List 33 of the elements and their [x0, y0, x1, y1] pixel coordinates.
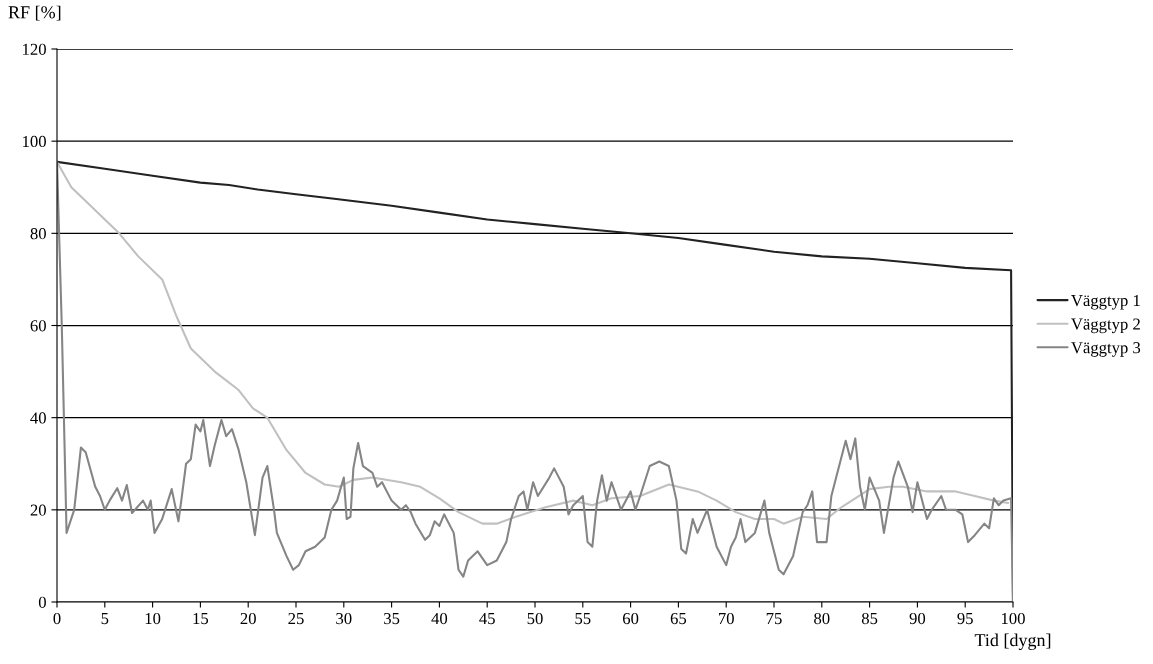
x-tick-label: 75 — [766, 613, 782, 625]
x-tick-label: 30 — [336, 612, 352, 625]
x-tick-label: 70 — [718, 612, 734, 625]
x-tick-label: 50 — [527, 612, 543, 625]
y-tick-label: 0 — [38, 596, 46, 608]
legend-label: Väggtyp 3 — [1071, 342, 1141, 357]
x-tick-label: 15 — [193, 612, 209, 625]
x-tick-label: 35 — [384, 612, 400, 625]
y-tick-label: 20 — [30, 504, 46, 516]
x-tick-label: 90 — [909, 612, 926, 625]
x-tick-label: 25 — [288, 612, 304, 625]
x-tick-label: 5 — [101, 613, 109, 625]
x-tick-label: 55 — [575, 613, 591, 625]
legend-label: Väggtyp 2 — [1071, 318, 1140, 334]
y-axis-title: RF [%] — [8, 5, 61, 21]
y-tick-label: 100 — [23, 135, 46, 148]
x-tick-label: 10 — [145, 612, 161, 625]
y-tick-label: 40 — [30, 412, 46, 424]
x-axis-title: Tid [dygn] — [974, 633, 1051, 650]
x-tick-label: 100 — [1001, 612, 1025, 625]
x-tick-label: 65 — [670, 612, 687, 625]
y-tick-label: 60 — [30, 320, 46, 332]
y-tick-label: 120 — [23, 43, 46, 55]
x-tick-label: 80 — [814, 612, 830, 625]
x-tick-label: 85 — [861, 612, 878, 625]
x-tick-label: 45 — [479, 613, 495, 625]
x-tick-label: 0 — [53, 612, 61, 625]
y-tick-label: 80 — [30, 228, 46, 240]
legend-label: Väggtyp 1 — [1071, 294, 1140, 310]
x-tick-label: 40 — [431, 612, 448, 625]
x-tick-label: 20 — [240, 612, 256, 625]
x-tick-label: 60 — [622, 612, 639, 625]
x-tick-label: 95 — [957, 612, 973, 625]
